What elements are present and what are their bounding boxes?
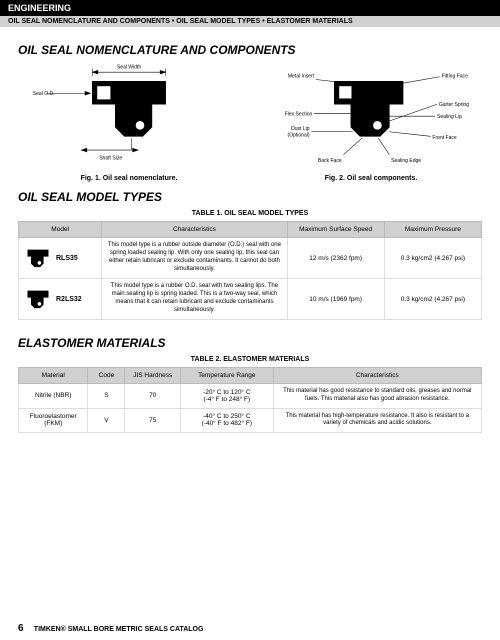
model-code: R2LS32	[56, 296, 82, 303]
mat-cell: Nitrile (NBR)	[19, 384, 88, 409]
flex-section-label: Flex Section	[285, 111, 313, 117]
code-cell: S	[88, 384, 125, 409]
model-code: RLS35	[56, 255, 78, 262]
seal-od-label: Seal O.D.	[33, 91, 55, 97]
elastomer-table: Material Code JIS Hardness Temperature R…	[18, 367, 482, 433]
page-footer: 6 TIMKEN® SMALL BORE METRIC SEALS CATALO…	[18, 623, 203, 634]
fitting-face-label: Fitting Face	[442, 74, 468, 80]
mat-cell: Fluoroelastomer (FKM)	[19, 408, 88, 433]
nomenclature-diagram: Seal Width Seal O.D. Shaft Size	[18, 63, 240, 173]
svg-text:(Optional): (Optional)	[287, 132, 309, 138]
garter-spring-label: Garter Spring	[439, 102, 469, 108]
temp-cell: -40° C to 250° C (-40° F to 482° F)	[181, 408, 274, 433]
catalog-name: TIMKEN® SMALL BORE METRIC SEALS CATALOG	[34, 626, 204, 633]
model-cell: R2LS32	[19, 279, 102, 320]
char-cell: This material has high-temperature resis…	[273, 408, 481, 433]
code-cell: V	[88, 408, 125, 433]
table2-caption: TABLE 2. ELASTOMER MATERIALS	[18, 356, 482, 363]
page-number: 6	[18, 623, 24, 634]
dust-lip-label: Dust Lip	[291, 126, 310, 132]
t2-col-char: Characteristics	[273, 368, 481, 384]
metal-insert-label: Metal Insert	[288, 74, 315, 80]
table-row: RLS35 This model type is a rubber outside…	[19, 238, 482, 279]
t2-col-hard: JIS Hardness	[125, 368, 181, 384]
section1-title: OIL SEAL NOMENCLATURE AND COMPONENTS	[18, 43, 482, 57]
back-face-label: Back Face	[318, 158, 342, 164]
speed-cell: 12 m/s (2362 fpm)	[287, 238, 384, 279]
t1-col-speed: Maximum Surface Speed	[287, 222, 384, 238]
char-cell: This model type is a rubber O.D. seal wi…	[102, 279, 287, 320]
diagram-row: Seal Width Seal O.D. Shaft Size Fig. 1. …	[18, 63, 482, 182]
temp-cell: -20° C to 120° C (-4° F to 248° F)	[181, 384, 274, 409]
t2-col-mat: Material	[19, 368, 88, 384]
t2-col-code: Code	[88, 368, 125, 384]
hard-cell: 70	[125, 384, 181, 409]
section2-title: OIL SEAL MODEL TYPES	[18, 190, 482, 204]
t1-col-model: Model	[19, 222, 102, 238]
t1-col-pressure: Maximum Pressure	[384, 222, 481, 238]
sealing-edge-label: Sealing Edge	[391, 158, 421, 164]
header-category: ENGINEERING	[0, 0, 500, 16]
seal-width-label: Seal Width	[117, 65, 142, 71]
pressure-cell: 0.3 kg/cm2 (4.267 psi)	[384, 238, 481, 279]
sealing-lip-label: Sealing Lip	[437, 114, 462, 120]
char-cell: This model type is a rubber outside diam…	[102, 238, 287, 279]
char-cell: This material has good resistance to sta…	[273, 384, 481, 409]
table1-caption: TABLE 1. OIL SEAL MODEL TYPES	[18, 210, 482, 217]
table-row: R2LS32 This model type is a rubber O.D. s…	[19, 279, 482, 320]
table-row: Nitrile (NBR)S70-20° C to 120° C (-4° F …	[19, 384, 482, 409]
page-content: OIL SEAL NOMENCLATURE AND COMPONENTS	[0, 27, 500, 437]
fig1-caption: Fig. 1. Oil seal nomenclature.	[18, 175, 240, 182]
t2-col-temp: Temperature Range	[181, 368, 274, 384]
shaft-size-label: Shaft Size	[99, 155, 122, 161]
pressure-cell: 0.3 kg/cm2 (4.267 psi)	[384, 279, 481, 320]
model-types-table: Model Characteristics Maximum Surface Sp…	[18, 221, 482, 320]
table-row: Fluoroelastomer (FKM)V75-40° C to 250° C…	[19, 408, 482, 433]
figure-2: Metal Insert Flex Section Dust Lip (Opti…	[260, 63, 482, 182]
t1-col-char: Characteristics	[102, 222, 287, 238]
section3-title: ELASTOMER MATERIALS	[18, 336, 482, 350]
speed-cell: 10 m/s (1969 fpm)	[287, 279, 384, 320]
components-diagram: Metal Insert Flex Section Dust Lip (Opti…	[260, 63, 482, 173]
model-cell: RLS35	[19, 238, 102, 279]
hard-cell: 75	[125, 408, 181, 433]
front-face-label: Front Face	[432, 135, 457, 141]
fig2-caption: Fig. 2. Oil seal components.	[260, 175, 482, 182]
figure-1: Seal Width Seal O.D. Shaft Size Fig. 1. …	[18, 63, 240, 182]
header-subtitle: OIL SEAL NOMENCLATURE AND COMPONENTS • O…	[0, 16, 500, 27]
